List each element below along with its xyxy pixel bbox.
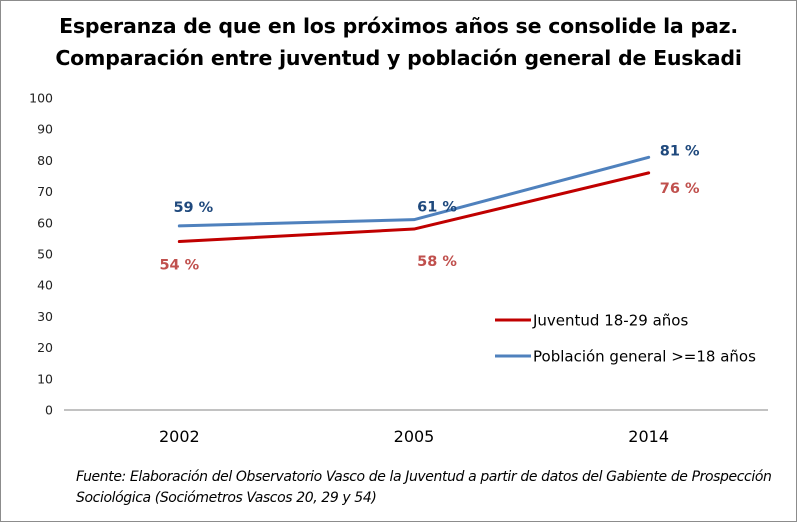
series-line-poblacion [177,155,651,228]
series-line-juventud [177,171,651,244]
legend-label: Población general >=18 años [533,348,756,366]
y-tick-label: 30 [37,309,53,324]
x-tick-label: 2002 [159,427,200,446]
data-label: 61 % [417,200,457,216]
y-tick-label: 100 [29,91,53,106]
y-tick-label: 80 [37,153,53,168]
chart-subtitle: Comparación entre juventud y población g… [55,46,742,70]
y-tick-label: 60 [37,215,53,230]
y-tick-label: 90 [37,122,53,137]
y-tick-label: 20 [37,340,53,355]
data-label: 59 % [173,200,213,216]
data-label: 81 % [660,143,700,159]
x-tick-label: 2005 [394,427,435,446]
y-tick-label: 50 [37,247,53,262]
data-label: 76 % [660,181,700,197]
y-tick-label: 0 [45,403,53,418]
data-label: 58 % [417,254,457,270]
legend-label: Juventud 18-29 años [532,312,688,330]
y-tick-label: 10 [37,371,53,386]
data-label: 54 % [159,258,199,274]
y-tick-label: 70 [37,184,53,199]
x-tick-label: 2014 [628,427,669,446]
source-note: Fuente: Elaboración del Observatorio Vas… [76,469,772,506]
y-tick-label: 40 [37,278,53,293]
chart-title: Esperanza de que en los próximos años se… [59,14,738,38]
